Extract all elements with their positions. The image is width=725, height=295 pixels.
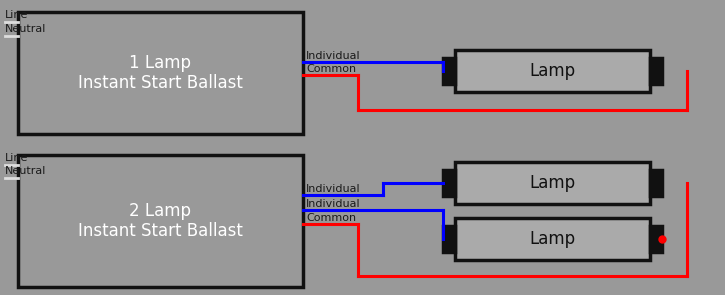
Text: Individual: Individual: [306, 199, 360, 209]
Text: Instant Start Ballast: Instant Start Ballast: [78, 222, 243, 240]
Text: Neutral: Neutral: [5, 166, 46, 176]
Bar: [650, 226, 662, 252]
Bar: [18, 155, 303, 287]
Text: Neutral: Neutral: [5, 24, 46, 34]
Text: 2 Lamp: 2 Lamp: [130, 202, 191, 220]
Bar: [443, 58, 455, 83]
Text: Instant Start Ballast: Instant Start Ballast: [78, 74, 243, 92]
Text: Individual: Individual: [306, 184, 360, 194]
Text: Line: Line: [5, 10, 28, 20]
Text: Lamp: Lamp: [529, 174, 576, 192]
Text: Individual: Individual: [306, 51, 360, 61]
Bar: [18, 12, 303, 134]
Text: Lamp: Lamp: [529, 62, 576, 80]
Bar: [443, 226, 455, 252]
Bar: [650, 58, 662, 83]
Bar: [455, 218, 650, 260]
Text: Lamp: Lamp: [529, 230, 576, 248]
Text: Line: Line: [5, 153, 28, 163]
Text: Common: Common: [306, 64, 356, 74]
Bar: [455, 162, 650, 204]
Text: Common: Common: [306, 213, 356, 223]
Bar: [455, 50, 650, 92]
Text: 1 Lamp: 1 Lamp: [130, 54, 191, 72]
Bar: [650, 171, 662, 196]
Bar: [443, 171, 455, 196]
